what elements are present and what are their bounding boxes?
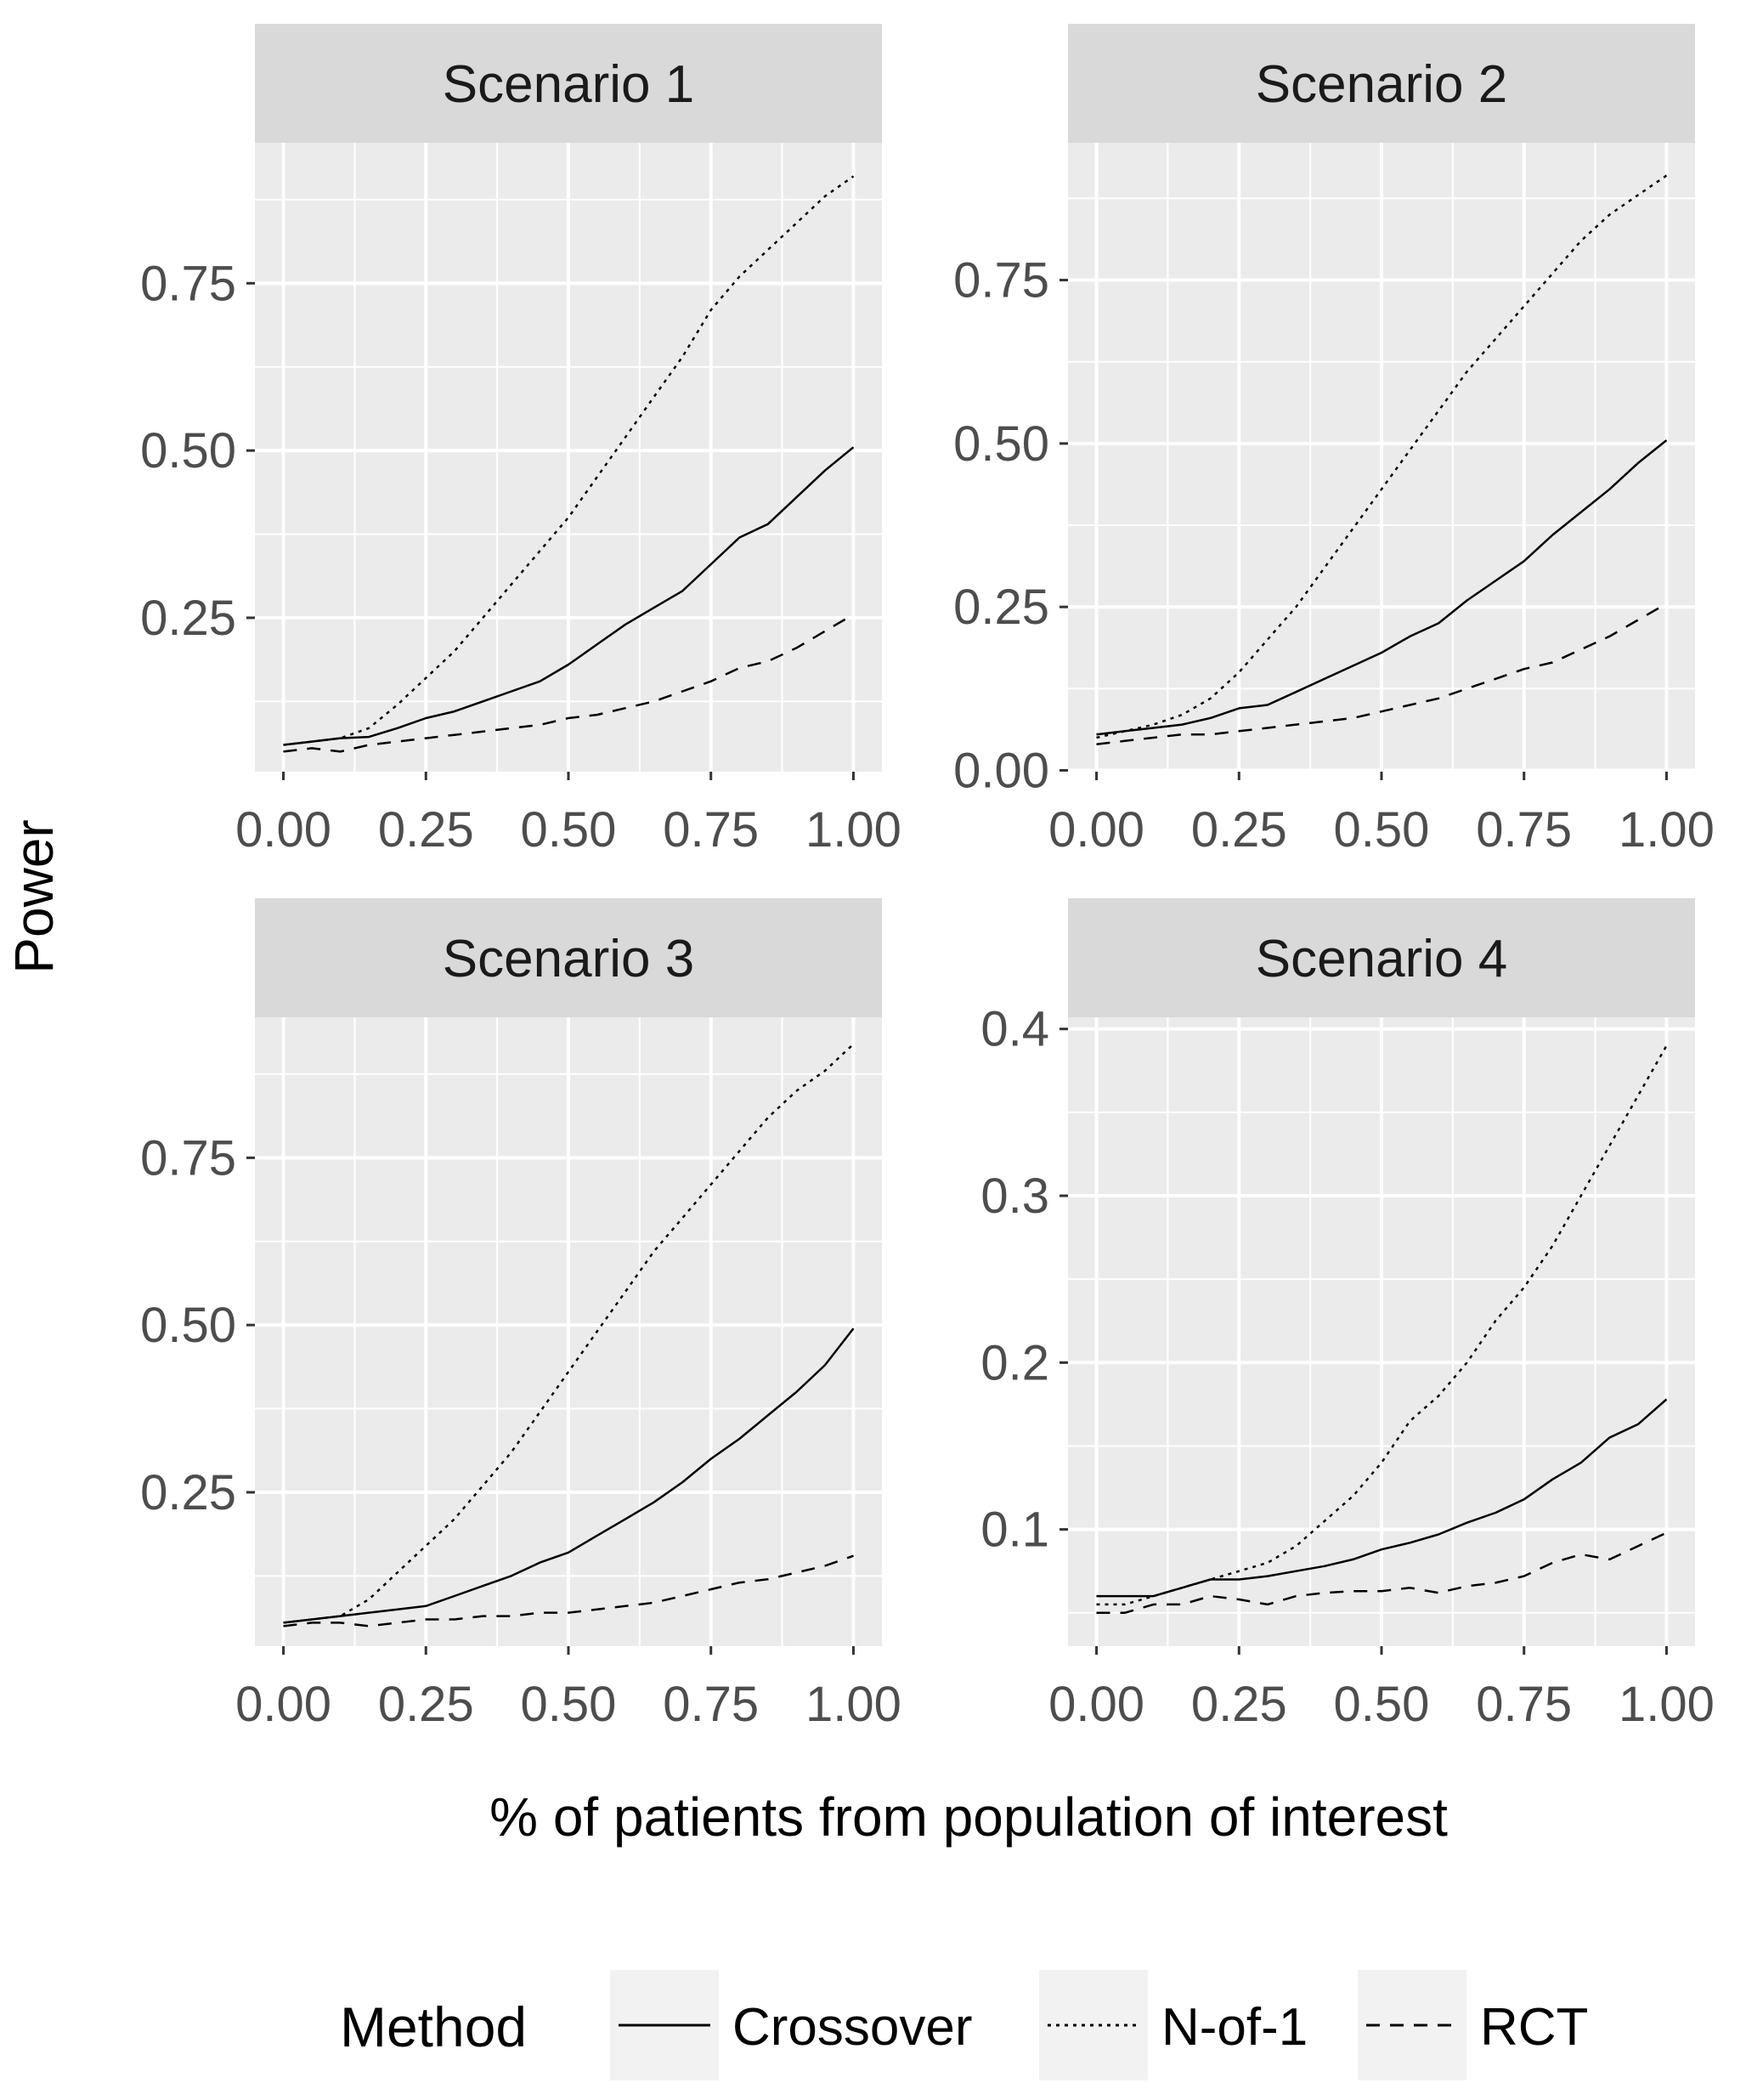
y-tick-label: 0.50 — [953, 416, 1049, 472]
legend-label: RCT — [1480, 1998, 1588, 2057]
x-axis-title: % of patients from population of interes… — [489, 1786, 1448, 1848]
x-tick-label: 0.25 — [378, 802, 474, 858]
x-tick-label: 0.25 — [1191, 1677, 1287, 1732]
legend: Method Crossover N-of-1 RCT — [340, 1970, 1588, 2080]
panel-2: Scenario 20.00 0.25 0.50 0.75 1.000.000.250.… — [953, 24, 1715, 858]
series-lines — [1096, 1044, 1668, 1614]
x-tick-label: 1.00 — [1619, 1677, 1715, 1732]
series-line-n-of-1 — [1096, 174, 1668, 739]
x-tick-label: 0.50 — [1334, 802, 1430, 858]
axes: 0.00 0.25 0.50 0.75 1.00 0.25 0.50 0.75 — [140, 1130, 901, 1732]
panel-strip — [1068, 24, 1695, 143]
y-tick-label: 0.75 — [140, 1130, 236, 1186]
x-tick-label: 1.00 — [1619, 802, 1715, 858]
panels-layer: Scenario 10.00 0.25 0.50 0.75 1.000.250.500.… — [140, 24, 1715, 1732]
axes: 0.00 0.25 0.50 0.75 1.00 0.00 0.25 0.50 0.75 — [953, 253, 1715, 858]
y-tick-label: 0.75 — [140, 256, 236, 311]
panel-4: Scenario 40.00 0.25 0.50 0.75 1.000.10.20.30… — [980, 898, 1715, 1732]
series-line-crossover — [283, 446, 855, 746]
y-tick-label: 0.50 — [140, 423, 236, 478]
series-line-n-of-1 — [283, 1043, 855, 1624]
y-tick-label: 0.25 — [953, 580, 1049, 635]
x-tick-label: 1.00 — [805, 802, 901, 858]
panel-strip — [1068, 898, 1695, 1017]
y-tick-label: 0.00 — [953, 743, 1049, 798]
panel-1: Scenario 10.00 0.25 0.50 0.75 1.000.250.500.… — [140, 24, 901, 858]
major-gridlines — [1068, 1017, 1695, 1646]
x-tick-label: 0.75 — [663, 1677, 759, 1732]
y-tick-label: 0.1 — [980, 1503, 1049, 1558]
x-tick-label: 0.50 — [521, 1677, 617, 1732]
minor-gridlines — [1068, 1017, 1695, 1646]
y-axis-title: Power — [3, 819, 65, 973]
legend-entry-n-of-1: N-of-1 — [1039, 1970, 1308, 2080]
x-tick-label: 0.25 — [1191, 802, 1287, 858]
series-lines — [283, 1043, 855, 1627]
y-tick-label: 0.25 — [140, 591, 236, 646]
legend-title: Method — [340, 1995, 527, 2058]
series-line-crossover — [1096, 439, 1668, 736]
y-tick-label: 0.2 — [980, 1335, 1049, 1390]
x-tick-label: 0.00 — [1048, 1677, 1144, 1732]
major-gridlines — [255, 143, 882, 772]
axes: 0.00 0.25 0.50 0.75 1.00 0.1 0.2 0.3 0.4 — [980, 1002, 1715, 1732]
y-tick-label: 0.3 — [980, 1169, 1049, 1224]
panel-title: Scenario 2 — [1256, 55, 1507, 114]
x-tick-label: 0.50 — [521, 802, 617, 858]
x-tick-label: 0.00 — [235, 802, 331, 858]
panel-strip — [255, 898, 882, 1017]
series-line-rct — [283, 613, 855, 753]
series-line-crossover — [1096, 1398, 1668, 1598]
series-line-rct — [283, 1554, 854, 1627]
major-gridlines — [1068, 143, 1695, 773]
y-tick-label: 0.4 — [980, 1002, 1049, 1057]
x-tick-label: 0.00 — [1048, 802, 1144, 858]
x-tick-label: 0.50 — [1334, 1677, 1430, 1732]
panel-title: Scenario 3 — [443, 930, 694, 988]
panel-title: Scenario 4 — [1256, 930, 1507, 988]
x-tick-label: 0.75 — [1476, 802, 1572, 858]
legend-label: N-of-1 — [1161, 1998, 1308, 2057]
x-tick-label: 0.75 — [1476, 1677, 1572, 1732]
legend-entry-rct: RCT — [1358, 1970, 1588, 2080]
series-lines — [283, 175, 855, 753]
panel-title: Scenario 1 — [443, 55, 694, 114]
x-tick-label: 1.00 — [805, 1677, 901, 1732]
legend-entry-crossover: Crossover — [610, 1970, 973, 2080]
x-tick-label: 0.25 — [378, 1677, 474, 1732]
series-line-rct — [1096, 603, 1668, 745]
panel-3: Scenario 30.00 0.25 0.50 0.75 1.000.250.500.… — [140, 898, 901, 1732]
series-lines — [1096, 174, 1668, 745]
major-gridlines — [255, 1017, 882, 1646]
axes: 0.00 0.25 0.50 0.75 1.00 0.25 0.50 0.75 — [140, 256, 901, 858]
y-tick-label: 0.75 — [953, 253, 1049, 308]
legend-label: Crossover — [732, 1998, 973, 2057]
x-tick-label: 0.00 — [235, 1677, 331, 1732]
minor-gridlines — [1068, 143, 1695, 772]
series-line-crossover — [283, 1327, 855, 1624]
series-line-rct — [1096, 1531, 1668, 1614]
y-tick-label: 0.25 — [140, 1465, 236, 1520]
x-tick-label: 0.75 — [663, 802, 759, 858]
panel-strip — [255, 24, 882, 143]
y-tick-label: 0.50 — [140, 1298, 236, 1353]
